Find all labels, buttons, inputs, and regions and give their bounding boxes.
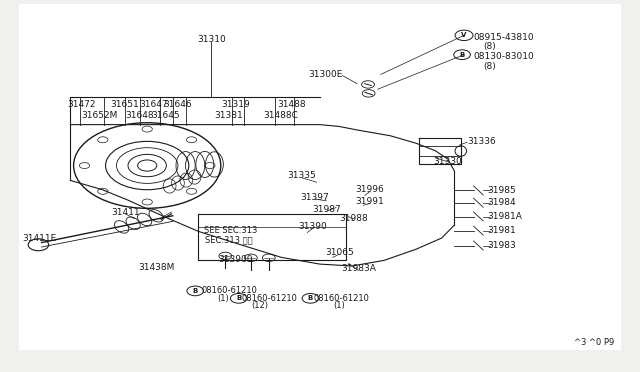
Text: 31652M: 31652M <box>81 111 117 120</box>
Text: 31651: 31651 <box>110 100 138 109</box>
Text: B: B <box>236 295 241 301</box>
Text: 313900: 313900 <box>218 255 253 264</box>
Text: (8): (8) <box>483 62 496 71</box>
Text: ^3 ^0 P9: ^3 ^0 P9 <box>574 338 614 347</box>
Text: 31983: 31983 <box>488 241 516 250</box>
Text: 31472: 31472 <box>68 100 96 109</box>
Text: 31330: 31330 <box>434 157 462 166</box>
Text: B: B <box>460 52 465 58</box>
Text: 31646: 31646 <box>164 100 192 109</box>
Text: 31065: 31065 <box>325 248 353 257</box>
Text: 31981: 31981 <box>488 226 516 235</box>
Text: 08160-61210: 08160-61210 <box>202 286 257 295</box>
Text: SEC.313 参照: SEC.313 参照 <box>205 235 253 244</box>
Text: 31991: 31991 <box>356 197 384 206</box>
Text: B: B <box>308 295 313 301</box>
Text: (1): (1) <box>333 301 344 310</box>
Text: 31488C: 31488C <box>263 111 298 120</box>
Text: (8): (8) <box>483 42 496 51</box>
Text: 31319: 31319 <box>221 100 250 109</box>
Text: 08160-61210: 08160-61210 <box>314 294 369 303</box>
Text: 08130-83010: 08130-83010 <box>474 52 534 61</box>
Text: 08160-61210: 08160-61210 <box>242 294 298 303</box>
Text: 31397: 31397 <box>301 193 329 202</box>
Text: 31310: 31310 <box>197 35 225 44</box>
Text: 31411E: 31411E <box>22 234 57 243</box>
Text: SEE SEC.313: SEE SEC.313 <box>204 226 257 235</box>
Text: 31647: 31647 <box>140 100 168 109</box>
Text: 31381: 31381 <box>215 111 243 120</box>
Text: 31488: 31488 <box>277 100 305 109</box>
Text: 31411: 31411 <box>111 208 140 217</box>
Text: B: B <box>193 288 198 294</box>
Text: 08915-43810: 08915-43810 <box>474 33 534 42</box>
Text: 31335: 31335 <box>288 171 316 180</box>
Text: (12): (12) <box>251 301 268 310</box>
Text: 31438M: 31438M <box>139 263 175 272</box>
Text: 31987: 31987 <box>312 205 340 214</box>
Text: 31988: 31988 <box>339 214 367 223</box>
Text: 31648: 31648 <box>125 111 154 120</box>
Text: 31984: 31984 <box>488 198 516 207</box>
Text: (1): (1) <box>218 294 229 303</box>
Text: 31300E: 31300E <box>308 70 342 79</box>
Text: 31645: 31645 <box>151 111 179 120</box>
Text: 31336: 31336 <box>467 137 496 146</box>
Text: V: V <box>461 32 467 38</box>
Text: 31996: 31996 <box>356 185 384 194</box>
Text: 31983A: 31983A <box>341 264 376 273</box>
Text: 31390: 31390 <box>298 222 326 231</box>
Text: 31981A: 31981A <box>488 212 522 221</box>
Text: 31985: 31985 <box>488 186 516 195</box>
